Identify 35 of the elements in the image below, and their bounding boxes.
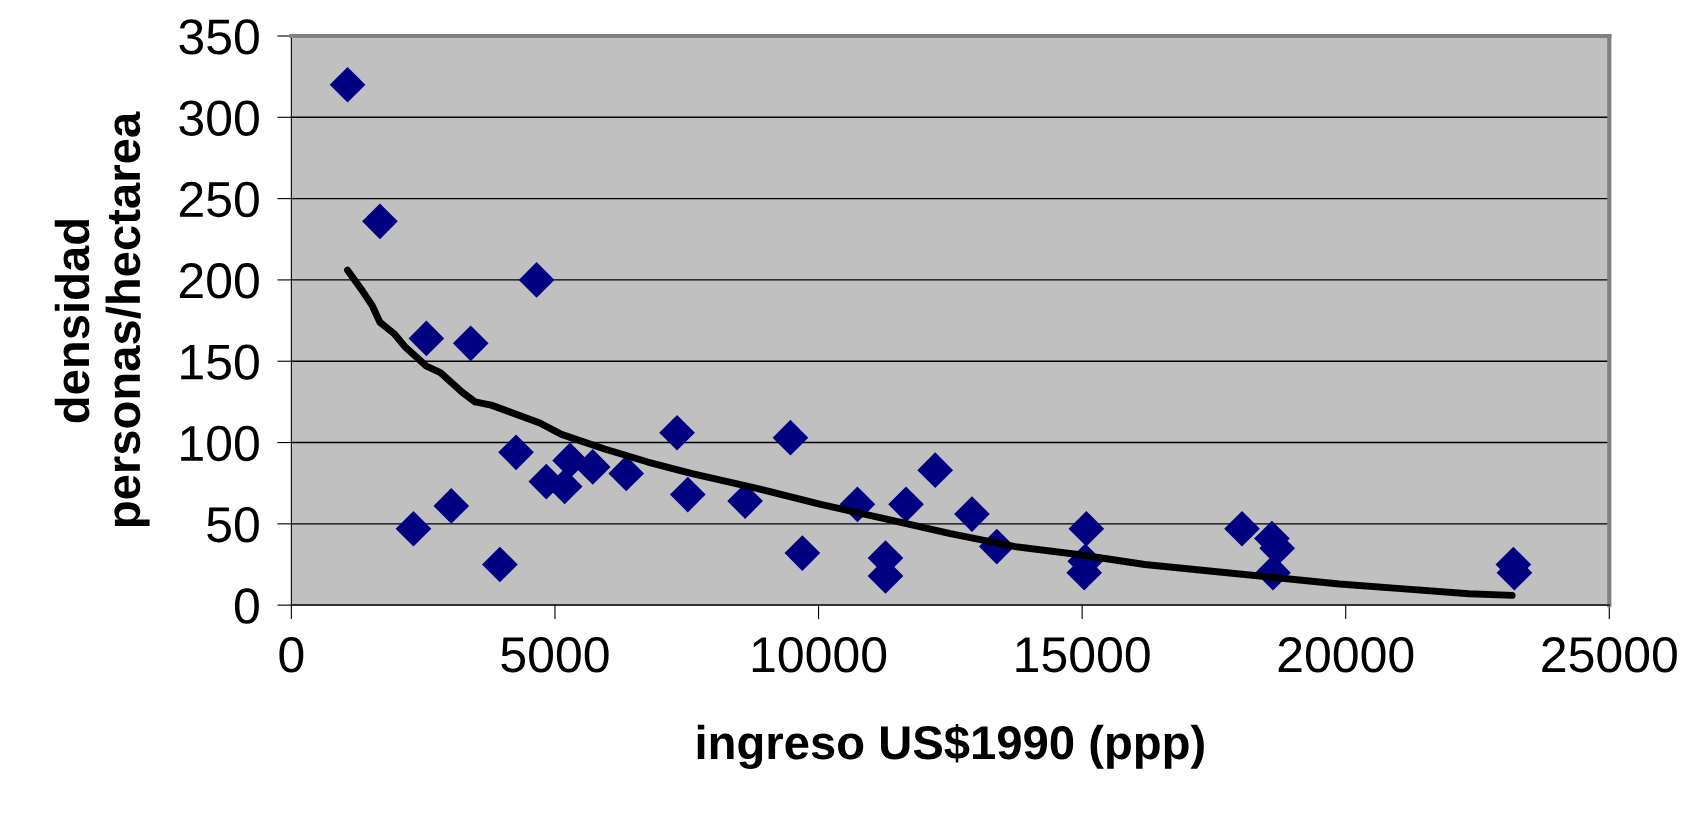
point bbox=[452, 325, 489, 362]
y-tick-label: 350 bbox=[179, 19, 259, 55]
point bbox=[954, 496, 990, 532]
point bbox=[917, 452, 954, 489]
y-tick-label: 250 bbox=[179, 181, 259, 218]
y-tick-label: 150 bbox=[181, 344, 259, 380]
point bbox=[518, 262, 555, 298]
x-tick-label: 25000 bbox=[1542, 637, 1677, 673]
point bbox=[1068, 510, 1105, 547]
point bbox=[608, 455, 645, 492]
point bbox=[433, 488, 470, 524]
point bbox=[329, 66, 366, 103]
point bbox=[482, 546, 518, 583]
x-tick-label: 15000 bbox=[1016, 637, 1150, 673]
point bbox=[1224, 510, 1260, 547]
x-tick-label: 10000 bbox=[752, 637, 887, 673]
y-tick-label: 0 bbox=[234, 588, 259, 624]
point bbox=[659, 414, 695, 451]
point bbox=[669, 476, 706, 513]
point bbox=[362, 203, 398, 240]
x-axis-title: ingreso US$1990 (ppp) bbox=[697, 723, 1204, 770]
y-tick-label: 100 bbox=[181, 425, 259, 462]
point bbox=[395, 510, 432, 547]
point bbox=[888, 486, 924, 523]
x-tick-label: 20000 bbox=[1278, 637, 1414, 673]
y-tick-label: 50 bbox=[207, 507, 259, 543]
point bbox=[498, 434, 534, 471]
y-tick-label: 300 bbox=[179, 100, 259, 136]
x-tick-label: 5000 bbox=[501, 637, 609, 673]
point bbox=[784, 535, 821, 571]
point bbox=[772, 419, 809, 456]
y-axis-title: densidad personas/hectarea bbox=[54, 111, 150, 527]
x-tick-label: 0 bbox=[279, 637, 304, 673]
y-tick-label: 200 bbox=[179, 263, 259, 299]
point bbox=[408, 320, 445, 357]
